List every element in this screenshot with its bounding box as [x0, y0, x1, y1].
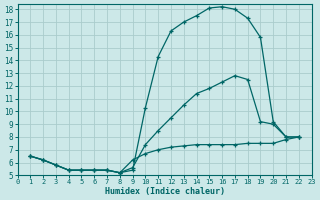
X-axis label: Humidex (Indice chaleur): Humidex (Indice chaleur) — [105, 187, 225, 196]
